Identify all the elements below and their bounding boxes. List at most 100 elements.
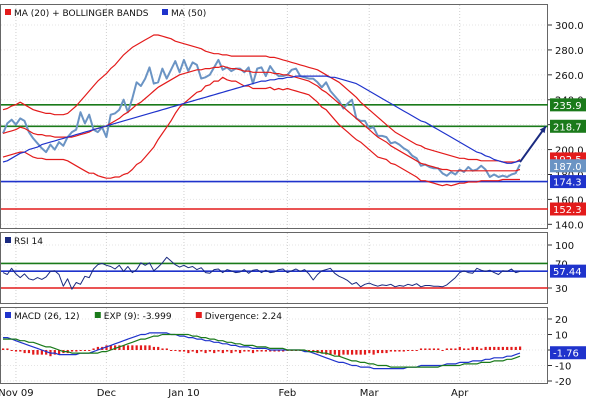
divergence-bar bbox=[32, 350, 35, 355]
divergence-bar bbox=[432, 348, 436, 350]
divergence-bar bbox=[230, 350, 233, 354]
divergence-bar bbox=[92, 348, 95, 350]
divergence-bar bbox=[53, 350, 56, 355]
divergence-bar bbox=[36, 350, 39, 355]
price-level-label-bg bbox=[550, 175, 586, 189]
divergence-bar bbox=[126, 345, 130, 350]
price-level-label-bg bbox=[550, 98, 586, 112]
divergence-bar bbox=[174, 350, 177, 351]
price-legend-swatch bbox=[5, 9, 11, 15]
price-level-label: 152.3 bbox=[553, 205, 582, 216]
price-value-label: 187.0 bbox=[553, 162, 582, 173]
divergence-bar bbox=[480, 348, 483, 350]
divergence-bar bbox=[445, 348, 448, 350]
divergence-bar bbox=[19, 350, 22, 352]
divergence-bar bbox=[70, 350, 74, 352]
x-tick-label: Dec bbox=[97, 388, 116, 399]
price-legend-label: MA (20) + BOLLINGER BANDS bbox=[14, 9, 149, 19]
divergence-bar bbox=[40, 350, 43, 355]
divergence-bar bbox=[200, 350, 203, 352]
divergence-bar bbox=[307, 350, 311, 351]
divergence-bar bbox=[58, 350, 61, 355]
price-level-label-bg bbox=[550, 119, 586, 133]
divergence-bar bbox=[488, 346, 492, 350]
divergence-bar bbox=[165, 348, 168, 350]
rsi-line bbox=[2, 256, 521, 290]
divergence-bar bbox=[118, 345, 121, 350]
divergence-bar bbox=[471, 346, 474, 350]
macd-value-label-bg bbox=[550, 346, 586, 360]
divergence-bar bbox=[475, 346, 479, 350]
divergence-bar bbox=[333, 350, 336, 355]
price-tick-label: 260.0 bbox=[555, 71, 584, 82]
divergence-bar bbox=[381, 350, 384, 354]
legends: MA (20) + BOLLINGER BANDS MA (50) RSI 14 MA… bbox=[5, 9, 282, 322]
x-tick-label: Feb bbox=[278, 388, 296, 399]
divergence-bar bbox=[329, 350, 332, 355]
divergence-bar bbox=[238, 350, 242, 354]
divergence-bar bbox=[394, 350, 397, 352]
price-level-label: 235.9 bbox=[553, 101, 582, 112]
divergence-bar bbox=[385, 350, 388, 354]
rsi-value-label-bg bbox=[550, 264, 586, 278]
divergence-bar bbox=[217, 350, 220, 352]
macd-legend-label: Divergence: 2.24 bbox=[205, 312, 282, 322]
divergence-bar bbox=[359, 350, 362, 355]
divergence-bar bbox=[122, 345, 125, 350]
price-level-label: 174.3 bbox=[553, 178, 582, 189]
divergence-bar bbox=[191, 350, 194, 352]
price-tick-label: 140.0 bbox=[555, 220, 584, 231]
divergence-bar bbox=[406, 350, 410, 351]
price-legend-swatch bbox=[162, 9, 168, 15]
divergence-bar bbox=[79, 350, 82, 351]
divergence-bar bbox=[247, 350, 250, 352]
divergence-bar bbox=[213, 350, 216, 354]
divergence-bar bbox=[23, 350, 26, 354]
divergence-bar bbox=[251, 350, 255, 354]
divergence-bar bbox=[325, 350, 328, 355]
divergence-bar bbox=[6, 348, 9, 350]
price-tick-label: 300.0 bbox=[555, 21, 584, 32]
divergence-bar bbox=[320, 350, 324, 354]
macd-panel-frame bbox=[0, 307, 548, 384]
target-arrow-shaft bbox=[519, 125, 547, 163]
divergence-bar bbox=[501, 346, 504, 350]
divergence-bar bbox=[437, 348, 440, 350]
bb_lower-line bbox=[2, 76, 520, 187]
divergence-bar bbox=[363, 350, 367, 355]
divergence-bar bbox=[462, 348, 466, 350]
divergence-bar bbox=[148, 345, 151, 350]
price-value-label-bg bbox=[550, 159, 586, 173]
divergence-bar bbox=[221, 350, 224, 354]
divergence-bar bbox=[75, 350, 78, 352]
macd-legend-swatch bbox=[94, 312, 101, 318]
price-panel-frame bbox=[0, 4, 548, 229]
divergence-bar bbox=[187, 350, 190, 354]
gridlines bbox=[1, 5, 547, 383]
divergence-bar bbox=[350, 350, 354, 355]
x-tick-label: Mar bbox=[360, 388, 380, 399]
divergence-bar bbox=[411, 350, 414, 351]
price-line bbox=[2, 58, 521, 178]
macd-legend-label: MACD (26, 12) bbox=[14, 312, 80, 322]
price-tick-label: 160.0 bbox=[555, 195, 584, 206]
divergence-bar bbox=[178, 350, 181, 352]
horizontal-levels bbox=[1, 104, 548, 289]
ma50-line bbox=[2, 75, 521, 164]
divergence-bar bbox=[484, 346, 487, 350]
panel-frames bbox=[0, 4, 548, 384]
rsi-tick-label: 30 bbox=[555, 284, 568, 295]
series-lines bbox=[2, 34, 547, 370]
divergence-bar bbox=[135, 345, 138, 350]
macd-tick-label: -20 bbox=[555, 377, 571, 388]
divergence-bar bbox=[428, 348, 431, 350]
divergence-bar bbox=[139, 345, 143, 350]
divergence-bar bbox=[204, 350, 207, 354]
divergence-bar bbox=[234, 350, 237, 352]
target-arrow-head bbox=[539, 126, 546, 134]
divergence-bar bbox=[389, 350, 392, 352]
divergence-bar bbox=[152, 346, 155, 350]
